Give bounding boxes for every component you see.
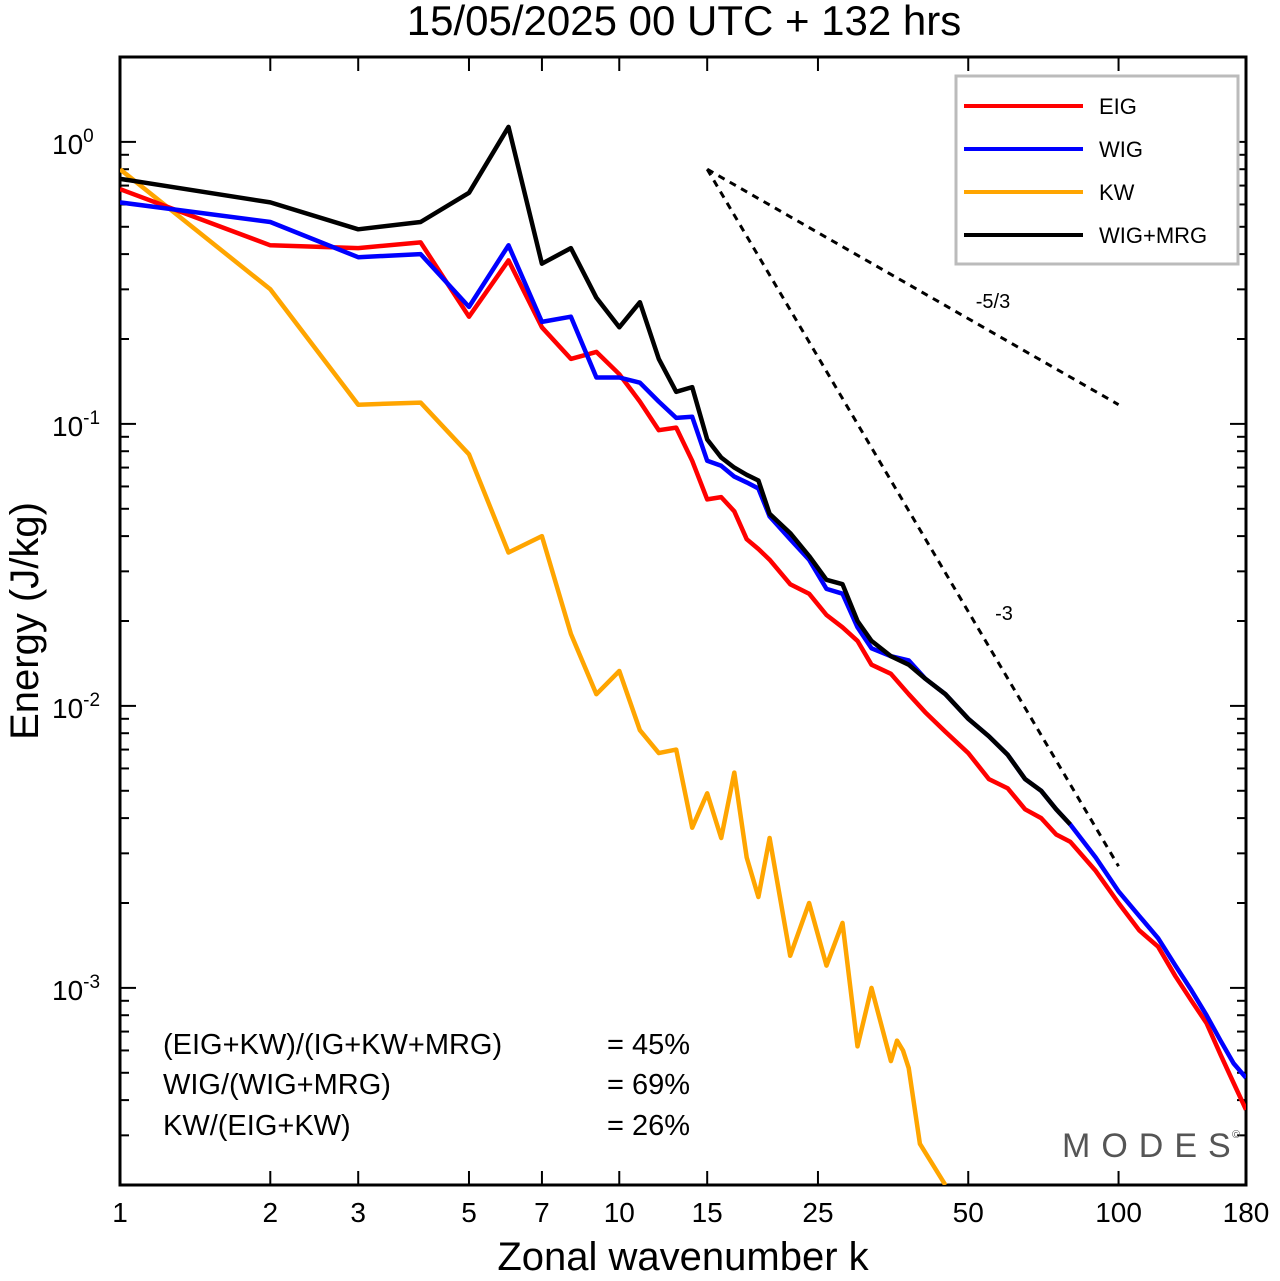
slope-line (705, 168, 1120, 868)
x-tick-label: 15 (692, 1197, 723, 1228)
x-tick-label: 10 (604, 1197, 635, 1228)
slope-label-3: -3 (995, 603, 1013, 625)
x-tick-label: 3 (350, 1197, 366, 1228)
stat-value-3: = 26% (607, 1110, 690, 1142)
x-tick-label: 1 (112, 1197, 128, 1228)
legend-label: EIG (1099, 94, 1137, 119)
stat-label-3: KW/(EIG+KW) (163, 1110, 351, 1142)
stat-label-1: (EIG+KW)/(IG+KW+MRG) (163, 1029, 502, 1061)
y-tick-label: 10-3 (52, 972, 100, 1006)
slope-reference-lines (705, 167, 1120, 868)
series-line-wig (120, 200, 1246, 1080)
stat-value-1: = 45% (607, 1029, 690, 1061)
x-tick-label: 100 (1095, 1197, 1142, 1228)
y-tick-label: 10-2 (52, 690, 100, 724)
slope-line (706, 167, 1120, 406)
stat-label-2: WIG/(WIG+MRG) (163, 1069, 391, 1101)
x-tick-label: 180 (1223, 1197, 1270, 1228)
legend-label: KW (1099, 180, 1135, 205)
x-tick-label: 50 (953, 1197, 984, 1228)
x-tick-label: 5 (461, 1197, 477, 1228)
x-tick-labels: 1 2 3 5 7 10 15 25 50 100 180 (112, 1197, 1269, 1228)
data-series (120, 124, 1246, 1185)
y-tick-label: 10-1 (52, 408, 100, 442)
y-axis-label: Energy (J/kg) (3, 502, 47, 740)
y-tick-label: 100 (52, 126, 94, 160)
x-tick-label: 25 (802, 1197, 833, 1228)
x-axis-label: Zonal wavenumber k (497, 1235, 869, 1279)
modes-watermark: MODES (1062, 1127, 1242, 1165)
legend-items: EIG WIG KW WIG+MRG (964, 94, 1207, 248)
copyright-symbol: © (1232, 1129, 1240, 1141)
y-tick-labels: 100 10-1 10-2 10-3 (52, 126, 100, 1006)
series-line-eig (120, 186, 1246, 1111)
series-line-wig-mrg (120, 124, 1072, 826)
stats-block: (EIG+KW)/(IG+KW+MRG) = 45% WIG/(WIG+MRG)… (163, 1029, 690, 1142)
chart-title: 15/05/2025 00 UTC + 132 hrs (407, 0, 962, 44)
stat-value-2: = 69% (607, 1069, 690, 1101)
legend: EIG WIG KW WIG+MRG (954, 74, 1240, 266)
x-tick-label: 2 (263, 1197, 279, 1228)
legend-label: WIG+MRG (1099, 223, 1207, 248)
slope-label-5-3: -5/3 (976, 291, 1010, 313)
legend-label: WIG (1099, 137, 1143, 162)
series-line-kw (120, 167, 948, 1185)
x-tick-label: 7 (534, 1197, 550, 1228)
